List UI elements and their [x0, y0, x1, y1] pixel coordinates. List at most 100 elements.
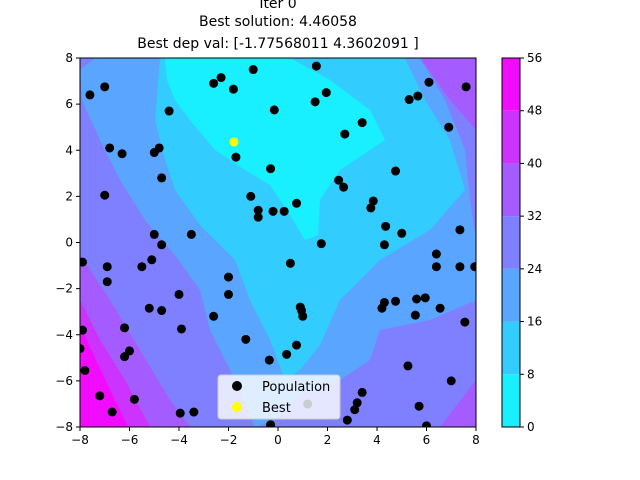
colorbar: 0 8 16 24 32 40 48 56 [501, 51, 542, 434]
population-point [231, 152, 241, 162]
population-point [80, 344, 85, 354]
population-point [368, 196, 378, 206]
population-point [316, 239, 326, 249]
population-point [174, 289, 184, 299]
y-tick-label: −6 [55, 374, 73, 388]
population-point [107, 407, 117, 417]
colorbar-tick-label: 48 [527, 104, 542, 118]
population-point [224, 272, 233, 282]
population-point [175, 408, 185, 418]
colorbar-segment [502, 163, 520, 217]
legend: Population Best [217, 374, 341, 420]
contour-fill [80, 58, 476, 427]
population-point [413, 91, 423, 101]
colorbar-tick-label: 24 [527, 262, 542, 276]
colorbar-frame [501, 57, 521, 428]
legend-label-population: Population [262, 380, 330, 395]
population-point [253, 205, 263, 215]
population-point [157, 173, 167, 183]
colorbar-segment [502, 110, 520, 164]
legend-marker-population [232, 381, 242, 391]
population-point [147, 255, 157, 265]
colorbar-tick-label: 56 [527, 51, 542, 65]
x-tick-label: −4 [170, 433, 188, 447]
title-line-2: Best solution: 4.46058 [199, 14, 357, 30]
x-tick-label: 6 [423, 433, 431, 447]
population-point [285, 258, 295, 268]
x-axis: −8 −6 −4 −2 0 2 4 6 8 [71, 427, 480, 447]
population-point [129, 394, 139, 404]
contour-band-56-bl [80, 325, 128, 427]
population-point [164, 106, 174, 116]
y-tick-label: 0 [65, 236, 73, 250]
population-point [435, 303, 445, 313]
y-tick-label: −4 [55, 328, 73, 342]
population-point [414, 401, 424, 411]
population-point [224, 289, 233, 299]
population-point [321, 88, 331, 98]
population-point [431, 249, 441, 259]
population-point [357, 387, 367, 397]
best-point [229, 137, 239, 147]
population-point [248, 65, 258, 75]
population-point [117, 149, 127, 159]
population-point [154, 143, 164, 153]
population-point [455, 225, 465, 235]
contour-band-40-48-br [440, 380, 476, 427]
legend-marker-best [232, 402, 242, 412]
population-point [105, 143, 115, 153]
population-point [100, 190, 110, 200]
population-point [102, 277, 112, 287]
y-tick-label: −8 [55, 420, 73, 434]
y-axis: −8 −6 −4 −2 0 2 4 6 8 [55, 51, 80, 434]
population-point [310, 97, 320, 107]
population-point [228, 84, 238, 94]
population-point [422, 421, 431, 427]
population-point [350, 405, 360, 415]
population-point [397, 228, 407, 238]
population-point [269, 105, 279, 115]
population-point [279, 206, 289, 216]
population-point [444, 122, 454, 132]
population-point [85, 90, 95, 100]
x-tick-label: 0 [274, 433, 282, 447]
population-point [186, 229, 196, 239]
population-point [461, 82, 471, 92]
population-point [144, 303, 154, 313]
population-point [216, 73, 226, 83]
population-point [137, 262, 147, 272]
x-tick-label: −2 [220, 433, 238, 447]
legend-box [217, 374, 341, 420]
population-point [342, 415, 352, 425]
population-point [80, 325, 87, 335]
population-point [424, 77, 434, 87]
contour-band-0-8 [165, 58, 385, 240]
title-line-1: Iter 0 [259, 0, 296, 12]
x-tick-label: 4 [373, 433, 381, 447]
colorbar-tick-label: 0 [527, 420, 535, 434]
colorbar-segment [502, 374, 520, 427]
population-point [381, 221, 391, 231]
colorbar-tick-label: 32 [527, 209, 542, 223]
population-point [266, 164, 276, 174]
colorbar-segment [502, 58, 520, 111]
x-tick-label: 8 [472, 433, 480, 447]
population-point [379, 297, 389, 307]
population-point [470, 262, 476, 272]
population-point [80, 365, 90, 375]
population-point [157, 240, 167, 250]
population-point [340, 129, 350, 139]
population-point [120, 323, 130, 333]
population-point [431, 262, 441, 272]
population-point [209, 311, 219, 321]
y-tick-label: 2 [65, 189, 73, 203]
colorbar-tick-label: 8 [527, 367, 535, 381]
population-point [102, 262, 112, 272]
population-point [410, 310, 420, 320]
contour-band-40-48-tr [420, 58, 476, 130]
population-point [391, 296, 401, 306]
population-point [282, 349, 292, 359]
population-point [189, 407, 199, 417]
population-point [157, 306, 167, 316]
